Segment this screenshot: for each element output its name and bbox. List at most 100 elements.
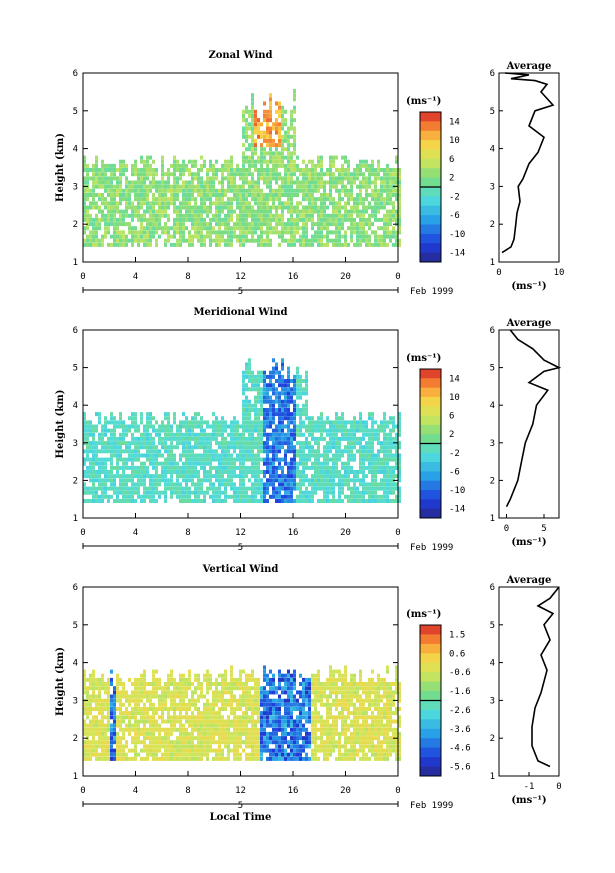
heatmap-cell (167, 711, 170, 716)
heatmap-cell (233, 461, 236, 466)
heatmap-cell (275, 163, 278, 168)
heatmap-cell (122, 449, 125, 454)
heatmap-cell (248, 213, 251, 218)
heatmap-cell (227, 494, 230, 499)
heatmap-cell (197, 184, 200, 189)
heatmap-cell (233, 226, 236, 231)
heatmap-cell (110, 702, 113, 707)
heatmap-cell (344, 428, 347, 433)
heatmap-cell (317, 180, 320, 185)
heatmap-cell (209, 744, 212, 749)
heatmap-cell (140, 698, 143, 703)
heatmap-cell (191, 715, 194, 720)
heatmap-cell (395, 155, 398, 160)
heatmap-cell (257, 408, 260, 412)
heatmap-cell (242, 230, 245, 235)
heatmap-cell (374, 213, 377, 218)
heatmap-cell (269, 205, 272, 210)
colorbar-tick-label: 6 (449, 155, 454, 165)
heatmap-cell (107, 707, 110, 711)
heatmap-cell (161, 159, 164, 164)
heatmap-cell (113, 756, 116, 761)
heatmap-cell (191, 470, 194, 474)
heatmap-cell (287, 242, 290, 247)
heatmap-cell (203, 474, 206, 479)
heatmap-cell (143, 428, 146, 433)
colorbar-segment (420, 121, 441, 132)
heatmap-cell (146, 736, 149, 741)
heatmap-cell (98, 180, 101, 185)
heatmap-cell (350, 453, 353, 458)
heatmap-cell (308, 209, 311, 214)
heatmap-cell (350, 184, 353, 189)
heatmap-cell (251, 482, 254, 487)
heatmap-cell (386, 486, 389, 491)
heatmap-cell (389, 222, 392, 227)
zonal-average-frame (498, 72, 560, 263)
heatmap-cell (353, 424, 356, 429)
heatmap-cell (221, 449, 224, 454)
heatmap-cell (104, 756, 107, 761)
heatmap-cell (380, 242, 383, 247)
heatmap-cell (128, 457, 131, 462)
heatmap-cell (167, 172, 170, 177)
heatmap-cell (143, 184, 146, 189)
heatmap-cell (188, 748, 191, 753)
heatmap-cell (110, 222, 113, 227)
heatmap-cell (278, 474, 281, 479)
heatmap-cell (218, 226, 221, 231)
heatmap-cell (191, 424, 194, 429)
heatmap-cell (191, 217, 194, 222)
heatmap-cell (161, 428, 164, 433)
heatmap-cell (275, 494, 278, 499)
heatmap-cell (194, 744, 197, 749)
heatmap-cell (374, 453, 377, 458)
heatmap-cell (362, 217, 365, 222)
heatmap-cell (167, 436, 170, 441)
heatmap-cell (134, 205, 137, 210)
heatmap-cell (107, 744, 110, 749)
heatmap-cell (260, 412, 263, 417)
heatmap-cell (176, 226, 179, 231)
heatmap-cell (140, 230, 143, 235)
heatmap-cell (317, 428, 320, 433)
heatmap-cell (296, 180, 299, 185)
heatmap-cell (311, 445, 314, 450)
heatmap-cell (314, 420, 317, 425)
heatmap-cell (350, 436, 353, 441)
heatmap-cell (176, 756, 179, 761)
heatmap-cell (323, 474, 326, 479)
heatmap-cell (269, 155, 272, 160)
heatmap-cell (146, 226, 149, 231)
heatmap-cell (230, 474, 233, 479)
heatmap-cell (110, 449, 113, 454)
heatmap-cell (86, 445, 89, 450)
heatmap-cell (344, 424, 347, 429)
heatmap-cell (242, 109, 245, 114)
heatmap-cell (332, 445, 335, 450)
heatmap-cell (395, 234, 398, 239)
heatmap-cell (275, 449, 278, 454)
heatmap-cell (341, 412, 344, 417)
heatmap-cell (293, 499, 296, 503)
heatmap-cell (326, 226, 329, 231)
heatmap-cell (92, 217, 95, 222)
heatmap-cell (110, 184, 113, 189)
heatmap-cell (239, 436, 242, 441)
heatmap-cell (392, 428, 395, 433)
heatmap-cell (101, 731, 104, 736)
heatmap-cell (182, 478, 185, 483)
heatmap-cell (152, 424, 155, 429)
heatmap-cell (167, 453, 170, 458)
heatmap-cell (92, 669, 95, 674)
heatmap-cell (338, 428, 341, 433)
heatmap-cell (293, 486, 296, 491)
heatmap-cell (164, 242, 167, 247)
heatmap-cell (158, 707, 161, 711)
heatmap-cell (188, 756, 191, 761)
colorbar-segment (420, 508, 441, 519)
heatmap-cell (188, 494, 191, 499)
heatmap-cell (98, 723, 101, 728)
heatmap-cell (191, 752, 194, 757)
heatmap-cell (260, 499, 263, 503)
